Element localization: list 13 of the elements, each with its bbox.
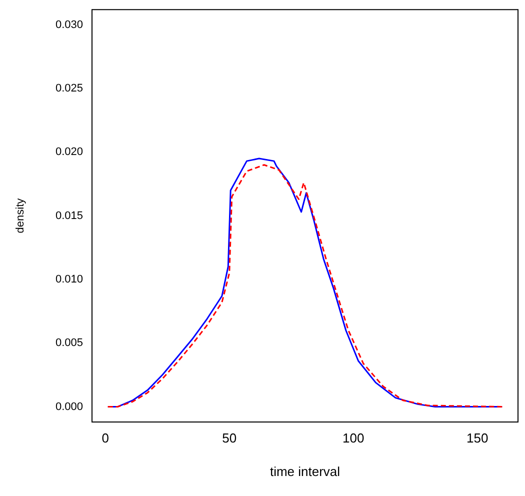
x-tick-label: 0 [102,430,110,446]
y-tick-label: 0.015 [55,210,83,222]
x-tick-label: 100 [342,430,364,446]
y-tick-label: 0.020 [55,146,83,158]
y-tick-label: 0.025 [55,82,83,95]
y-tick-label: 0.030 [55,18,83,31]
y-tick-label: 0.010 [55,273,83,286]
y-axis-title: density [14,198,27,234]
y-tick-label: 0.005 [55,337,83,350]
x-tick-label: 150 [466,430,488,446]
x-tick-label: 50 [222,430,237,446]
x-axis-title: time interval [270,464,340,479]
y-tick-label: 0.000 [55,400,83,413]
